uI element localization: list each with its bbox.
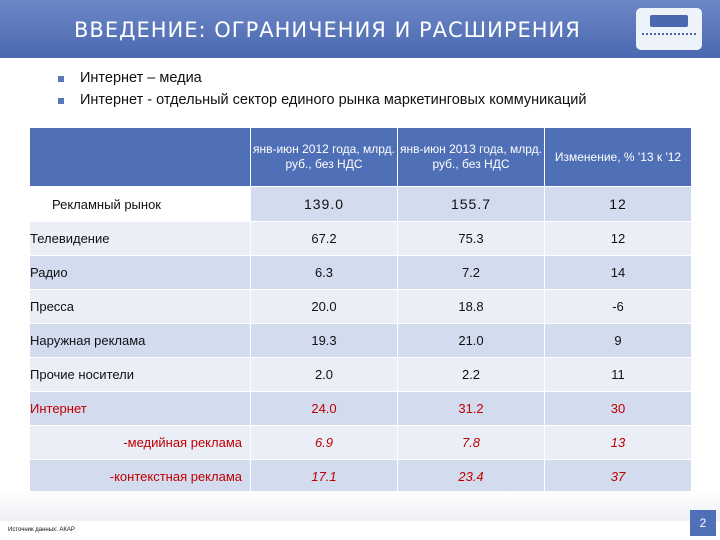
slide-header: ВВЕДЕНИЕ: ОГРАНИЧЕНИЯ И РАСШИРЕНИЯ bbox=[0, 0, 720, 58]
logo-dots bbox=[642, 33, 696, 45]
table-row-subcategory: -медийная реклама 6.9 7.8 13 bbox=[30, 426, 691, 460]
table-row-total: Рекламный рынок 139.0 155.7 12 bbox=[30, 187, 691, 222]
row-label: Телевидение bbox=[30, 222, 250, 256]
cell-2013: 18.8 bbox=[397, 290, 544, 324]
cell-2012: 6.3 bbox=[250, 256, 397, 290]
table-row: Радио 6.3 7.2 14 bbox=[30, 256, 691, 290]
cell-2012: 17.1 bbox=[250, 460, 397, 494]
row-label: Прочие носители bbox=[30, 358, 250, 392]
table-row: Прочие носители 2.0 2.2 11 bbox=[30, 358, 691, 392]
header-change: Изменение, % '13 к '12 bbox=[544, 128, 691, 187]
cell-change: 30 bbox=[544, 392, 691, 426]
footer-band bbox=[0, 491, 720, 521]
source-note: Источник данных: АКАР bbox=[8, 527, 75, 533]
row-label: Наружная реклама bbox=[30, 324, 250, 358]
cell-2013: 155.7 bbox=[397, 187, 544, 222]
ad-market-table: янв-июн 2012 года, млрд. руб., без НДС я… bbox=[30, 128, 691, 494]
cell-2012: 2.0 bbox=[250, 358, 397, 392]
table-row-internet: Интернет 24.0 31.2 30 bbox=[30, 392, 691, 426]
cell-2013: 75.3 bbox=[397, 222, 544, 256]
square-bullet-icon bbox=[58, 98, 64, 104]
row-label: Рекламный рынок bbox=[30, 187, 250, 222]
cell-2013: 23.4 bbox=[397, 460, 544, 494]
row-label: -медийная реклама bbox=[30, 426, 250, 460]
cell-2012: 139.0 bbox=[250, 187, 397, 222]
table-header-row: янв-июн 2012 года, млрд. руб., без НДС я… bbox=[30, 128, 691, 187]
bullet-text: Интернет – медиа bbox=[80, 70, 202, 86]
cell-change: 9 bbox=[544, 324, 691, 358]
cell-change: 14 bbox=[544, 256, 691, 290]
cell-2012: 24.0 bbox=[250, 392, 397, 426]
row-label: Радио bbox=[30, 256, 250, 290]
cell-2013: 7.8 bbox=[397, 426, 544, 460]
logo-mark bbox=[650, 15, 688, 27]
cell-2013: 7.2 bbox=[397, 256, 544, 290]
cell-2013: 31.2 bbox=[397, 392, 544, 426]
cell-change: 12 bbox=[544, 187, 691, 222]
row-label: Интернет bbox=[30, 392, 250, 426]
cell-change: 13 bbox=[544, 426, 691, 460]
table-row-subcategory: -контекстная реклама 17.1 23.4 37 bbox=[30, 460, 691, 494]
header-2012: янв-июн 2012 года, млрд. руб., без НДС bbox=[250, 128, 397, 187]
cell-2012: 19.3 bbox=[250, 324, 397, 358]
table-row: Наружная реклама 19.3 21.0 9 bbox=[30, 324, 691, 358]
row-label: Пресса bbox=[30, 290, 250, 324]
cell-2012: 67.2 bbox=[250, 222, 397, 256]
company-logo-icon bbox=[636, 8, 702, 50]
cell-change: -6 bbox=[544, 290, 691, 324]
table-row: Телевидение 67.2 75.3 12 bbox=[30, 222, 691, 256]
page-number: 2 bbox=[690, 510, 716, 536]
header-2013: янв-июн 2013 года, млрд. руб., без НДС bbox=[397, 128, 544, 187]
cell-2013: 2.2 bbox=[397, 358, 544, 392]
cell-2013: 21.0 bbox=[397, 324, 544, 358]
row-label: -контекстная реклама bbox=[30, 460, 250, 494]
cell-change: 37 bbox=[544, 460, 691, 494]
table-row: Пресса 20.0 18.8 -6 bbox=[30, 290, 691, 324]
square-bullet-icon bbox=[58, 76, 64, 82]
cell-2012: 6.9 bbox=[250, 426, 397, 460]
bullet-text: Интернет - отдельный сектор единого рынк… bbox=[80, 92, 587, 108]
cell-change: 12 bbox=[544, 222, 691, 256]
header-corner-cell bbox=[30, 128, 250, 187]
slide-title: ВВЕДЕНИЕ: ОГРАНИЧЕНИЯ И РАСШИРЕНИЯ bbox=[74, 18, 581, 42]
cell-2012: 20.0 bbox=[250, 290, 397, 324]
cell-change: 11 bbox=[544, 358, 691, 392]
